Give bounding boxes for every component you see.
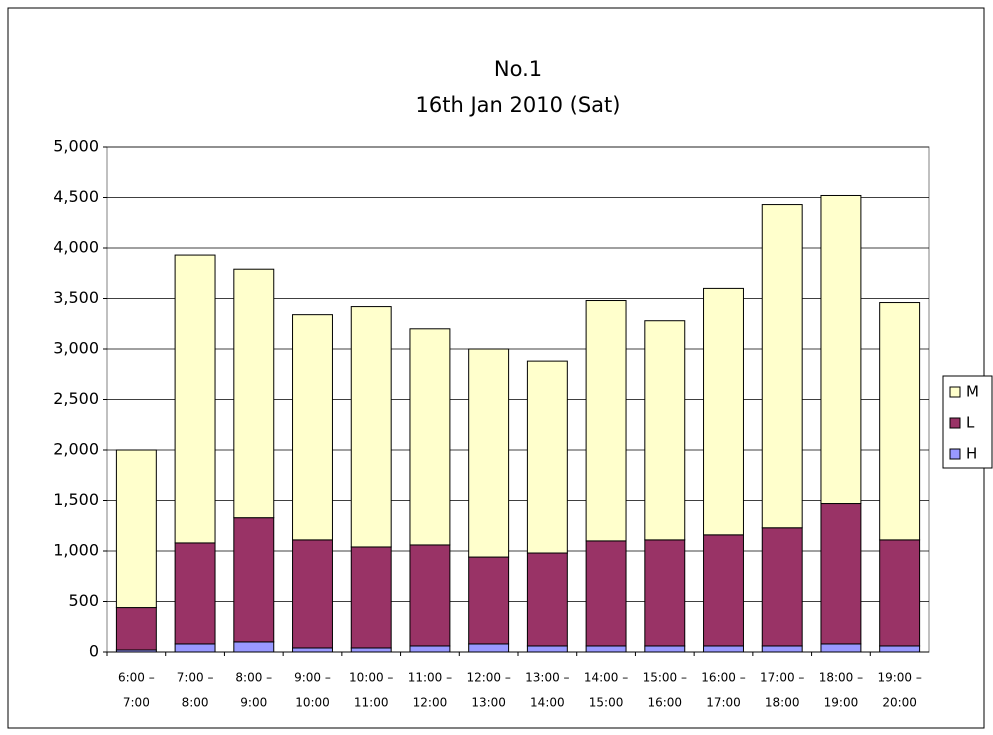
x-tick-label: 7:00 – [177, 671, 214, 685]
y-tick-label: 2,500 [53, 389, 99, 408]
bar-segment [468, 643, 510, 653]
y-tick-label: 4,000 [53, 238, 99, 257]
bar-segment [233, 641, 275, 653]
bar-segment [761, 527, 803, 647]
x-tick-label: 11:00 [354, 696, 389, 710]
bar-segment [644, 539, 686, 647]
y-tick-label: 3,000 [53, 339, 99, 358]
bar-segment [761, 204, 803, 529]
bar-segment [115, 607, 157, 651]
bar-segment [879, 302, 921, 541]
bar-segment [115, 449, 157, 609]
y-tick-label: 2,000 [53, 440, 99, 459]
bar-segment [820, 643, 862, 653]
x-tick-label: 8:00 – [235, 671, 272, 685]
x-tick-label: 15:00 – [643, 671, 687, 685]
x-tick-label: 6:00 – [118, 671, 155, 685]
bar-segment [585, 645, 627, 653]
x-tick-label: 10:00 [295, 696, 330, 710]
bar-segment [292, 647, 333, 653]
x-tick-label: 19:00 [824, 696, 859, 710]
bar-segment [703, 534, 744, 647]
bar-segment [879, 645, 921, 653]
x-tick-label: 18:00 [765, 696, 800, 710]
y-tick-label: 500 [68, 591, 99, 610]
bar-segment [526, 645, 568, 653]
x-tick-label: 17:00 – [760, 671, 804, 685]
chart-title: No.1 [494, 57, 542, 81]
y-tick-label: 3,500 [53, 288, 99, 307]
bar-segment [292, 539, 333, 649]
x-tick-label: 16:00 – [701, 671, 745, 685]
x-tick-label: 15:00 [589, 696, 624, 710]
bar-segment [820, 503, 862, 645]
y-tick-label: 5,000 [53, 137, 99, 156]
bar-segment [233, 268, 275, 519]
bar-segment [409, 544, 451, 647]
bar-segment [468, 348, 510, 558]
x-tick-label: 20:00 [882, 696, 917, 710]
bar-segment [703, 645, 744, 653]
x-tick-label: 12:00 [413, 696, 448, 710]
chart-subtitle: 16th Jan 2010 (Sat) [416, 93, 621, 117]
bar-segment [174, 643, 216, 653]
bar-segment [820, 194, 862, 505]
legend-label: H [966, 445, 977, 463]
bar-segment [350, 647, 392, 653]
bar-segment [879, 539, 921, 647]
bar-segment [350, 546, 392, 649]
bar-segment [585, 540, 627, 647]
bar-segment [526, 360, 568, 554]
x-tick-label: 13:00 – [525, 671, 569, 685]
legend-label: M [966, 383, 979, 401]
bar-segment [409, 328, 451, 546]
bar-segment [174, 542, 216, 645]
bar-segment [468, 556, 510, 645]
x-tick-label: 7:00 [123, 696, 150, 710]
x-tick-label: 19:00 – [877, 671, 921, 685]
bar-segment [644, 320, 686, 541]
y-tick-label: 4,500 [53, 187, 99, 206]
x-tick-label: 14:00 [530, 696, 565, 710]
x-tick-label: 18:00 – [819, 671, 863, 685]
x-tick-label: 11:00 – [408, 671, 452, 685]
bar-segment [526, 552, 568, 647]
bar-segment [585, 300, 627, 542]
bar-segment [644, 645, 686, 653]
y-tick-label: 0 [89, 642, 99, 661]
y-tick-label: 1,000 [53, 541, 99, 560]
bar-segment [233, 517, 275, 643]
x-tick-label: 9:00 – [294, 671, 331, 685]
bar-segment [174, 254, 216, 544]
x-tick-label: 9:00 [240, 696, 267, 710]
legend-swatch [949, 386, 961, 398]
legend-swatch [949, 417, 961, 429]
x-tick-label: 10:00 – [349, 671, 393, 685]
x-tick-label: 16:00 [647, 696, 682, 710]
bar-segment [761, 645, 803, 653]
x-tick-label: 12:00 – [466, 671, 510, 685]
bar-segment [292, 314, 333, 541]
y-tick-label: 1,500 [53, 490, 99, 509]
bar-segment [703, 287, 744, 536]
legend-label: L [966, 414, 975, 432]
legend-swatch [949, 448, 961, 460]
x-tick-label: 17:00 [706, 696, 741, 710]
bar-segment [350, 306, 392, 548]
x-tick-label: 14:00 – [584, 671, 628, 685]
x-tick-label: 13:00 [471, 696, 506, 710]
x-tick-label: 8:00 [182, 696, 209, 710]
bar-segment [409, 645, 451, 653]
